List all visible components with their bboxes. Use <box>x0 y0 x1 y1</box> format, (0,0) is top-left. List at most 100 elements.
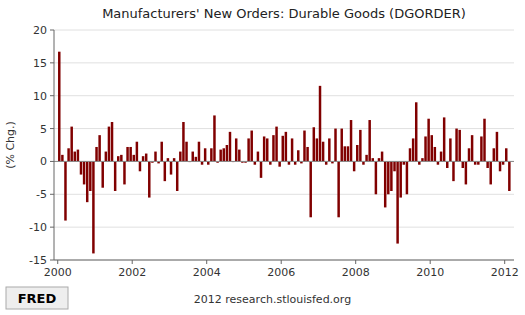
bar <box>133 155 135 162</box>
bar <box>117 156 119 161</box>
bar <box>496 132 498 162</box>
bar <box>309 161 311 217</box>
bar <box>285 132 287 162</box>
bar <box>219 150 221 162</box>
bar <box>396 161 398 243</box>
x-tick <box>206 260 207 264</box>
bar <box>334 129 336 162</box>
bar <box>83 161 85 184</box>
y-tick <box>50 194 54 195</box>
bar <box>486 161 488 168</box>
bar <box>282 136 284 162</box>
bar <box>468 148 470 161</box>
y-tick <box>50 260 54 261</box>
bar <box>108 127 110 162</box>
bar <box>182 122 184 161</box>
bar <box>440 152 442 162</box>
x-tick-label: 2008 <box>342 266 370 279</box>
bar <box>176 161 178 191</box>
bar <box>129 147 131 161</box>
badge-box <box>6 287 68 309</box>
y-tick <box>50 128 54 129</box>
bar <box>353 161 355 171</box>
bar <box>291 138 293 161</box>
bar <box>101 161 103 187</box>
bar <box>340 129 342 162</box>
bars <box>58 52 511 254</box>
bar <box>313 127 315 161</box>
bar <box>316 138 318 161</box>
bar <box>471 135 473 161</box>
bar <box>303 131 305 162</box>
x-tick-label: 2002 <box>118 266 146 279</box>
bar <box>489 161 491 184</box>
bar <box>443 117 445 161</box>
bar <box>452 161 454 181</box>
bar <box>229 132 231 162</box>
bar <box>98 135 100 161</box>
bar <box>126 147 128 161</box>
y-tick <box>50 95 54 96</box>
x-tick-label: 2004 <box>193 266 221 279</box>
bar <box>449 138 451 161</box>
bar <box>483 119 485 162</box>
bar <box>139 161 141 171</box>
bar <box>260 161 262 177</box>
bar <box>458 130 460 162</box>
y-tick-label: 5 <box>40 123 47 136</box>
bar <box>185 142 187 162</box>
zero-line <box>54 161 514 162</box>
bar <box>192 152 194 162</box>
grid-line <box>54 30 514 31</box>
bar <box>328 138 330 161</box>
bar <box>160 142 162 162</box>
bar <box>306 147 308 161</box>
bar <box>278 161 280 166</box>
y-tick <box>50 227 54 228</box>
bar <box>390 161 392 191</box>
bar <box>344 146 346 161</box>
bar <box>446 161 448 168</box>
grid-line <box>54 161 514 162</box>
bar <box>427 119 429 162</box>
bar <box>111 122 113 161</box>
grid-line <box>54 95 514 96</box>
bar <box>170 161 172 174</box>
bar <box>263 136 265 161</box>
bar <box>145 154 147 162</box>
y-tick-label: -5 <box>36 188 47 201</box>
y-tick-label: 15 <box>33 57 47 70</box>
bar <box>223 148 225 161</box>
y-tick <box>50 62 54 63</box>
bar <box>257 152 259 162</box>
grid-line <box>54 227 514 228</box>
bar <box>164 161 166 181</box>
x-tick <box>132 260 133 264</box>
bar <box>86 161 88 202</box>
bar <box>272 135 274 161</box>
bar <box>179 152 181 162</box>
bar <box>77 150 79 162</box>
y-tick-label: 10 <box>33 90 47 103</box>
bar <box>424 136 426 161</box>
x-tick <box>355 260 356 264</box>
bar <box>92 161 94 253</box>
bar <box>415 102 417 161</box>
bar <box>275 127 277 162</box>
bar <box>154 152 156 162</box>
bar <box>58 52 60 162</box>
bar <box>399 161 401 197</box>
bar <box>375 161 377 194</box>
bar <box>204 148 206 161</box>
y-tick-label: -10 <box>29 221 47 234</box>
x-axis-line <box>54 260 514 261</box>
bar <box>266 138 268 161</box>
bar <box>462 161 464 168</box>
bar <box>356 145 358 161</box>
x-tick-label: 2010 <box>416 266 444 279</box>
x-tick <box>281 260 282 264</box>
y-axis-line <box>54 30 55 260</box>
bar <box>381 152 383 162</box>
y-tick <box>50 161 54 162</box>
bar <box>384 161 386 207</box>
